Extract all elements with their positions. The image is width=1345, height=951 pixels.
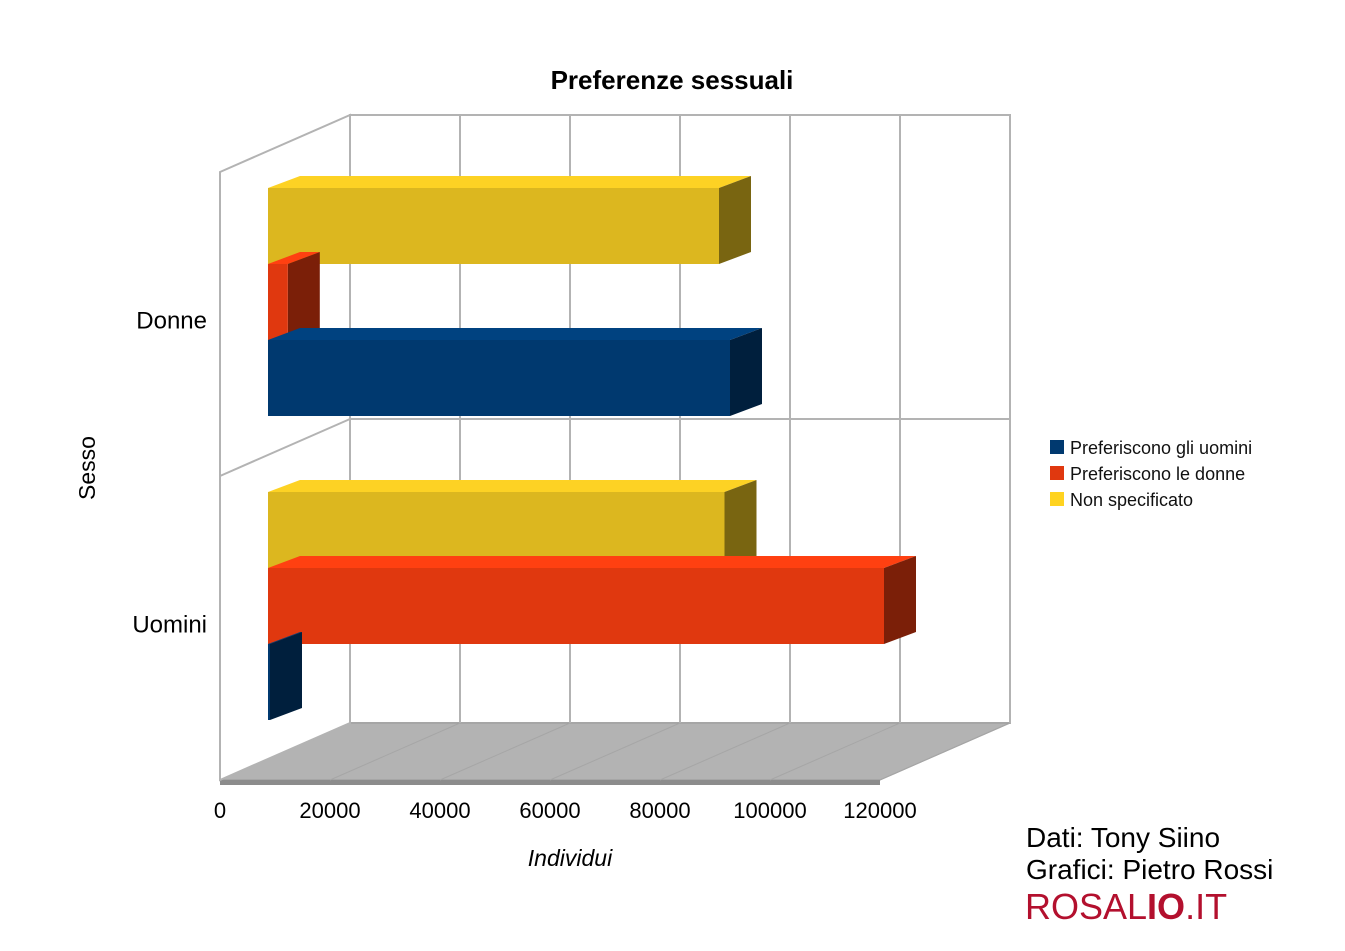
bar-0-1 <box>268 264 288 340</box>
x-axis-title: Individui <box>528 845 613 871</box>
bar-1-2 <box>268 492 725 568</box>
bar-top-1-0 <box>268 632 302 644</box>
floor-gridline <box>329 722 461 781</box>
legend-label: Non specificato <box>1070 490 1193 510</box>
bar-0-2 <box>268 188 719 264</box>
credit-charts-author: Grafici: Pietro Rossi <box>1026 854 1274 885</box>
legend-swatch <box>1050 492 1064 506</box>
floor-gridline <box>879 722 1011 781</box>
bar-top-1-2 <box>268 480 757 492</box>
bar-1-1 <box>268 568 884 644</box>
bar-top-0-1 <box>268 252 320 264</box>
bar-top-0-0 <box>268 328 762 340</box>
floor-edge <box>220 780 880 785</box>
legend-swatch <box>1050 440 1064 454</box>
y-axis-title: Sesso <box>74 436 100 500</box>
bar-0-0 <box>268 340 730 416</box>
x-tick-label: 60000 <box>519 798 580 823</box>
floor-gridline <box>769 722 901 781</box>
bar-end-0-0 <box>730 328 762 416</box>
x-tick-label: 100000 <box>733 798 806 823</box>
chart-title: Preferenze sessuali <box>551 65 794 95</box>
legend: Preferiscono gli uomini Preferiscono le d… <box>1050 438 1252 510</box>
floor-gridline <box>439 722 571 781</box>
x-tick-label: 40000 <box>409 798 470 823</box>
rosalio-logo: ROSALIO.IT <box>1025 886 1227 928</box>
x-tick-label: 120000 <box>843 798 916 823</box>
bar-end-0-2 <box>719 176 751 264</box>
legend-swatch <box>1050 466 1064 480</box>
bar-top-0-2 <box>268 176 751 188</box>
legend-label: Preferiscono gli uomini <box>1070 438 1252 458</box>
bar-1-0 <box>268 644 270 720</box>
logo-text-tail: .IT <box>1185 886 1228 927</box>
category-label-1: Uomini <box>132 612 207 639</box>
bar-end-1-0 <box>270 632 302 720</box>
x-tick-label: 20000 <box>299 798 360 823</box>
bar-top-1-1 <box>268 556 916 568</box>
x-tick-label: 80000 <box>629 798 690 823</box>
category-separator-side <box>219 418 351 477</box>
logo-text-bold: IO <box>1147 886 1186 927</box>
plot-area: Donne Uomini 0 20000 40000 60000 80000 100000 12… <box>132 113 1011 823</box>
floor-gridline <box>659 722 791 781</box>
logo-text-light: ROSAL <box>1025 886 1148 927</box>
legend-label: Preferiscono le donne <box>1070 464 1245 484</box>
bar-end-1-2 <box>724 480 757 568</box>
bar-end-1-1 <box>884 556 916 644</box>
credit-data-source: Dati: Tony Siino <box>1026 822 1221 853</box>
category-label-0: Donne <box>136 308 207 335</box>
bar-end-0-1 <box>287 252 320 340</box>
floor-gridline <box>549 722 681 781</box>
x-tick-label: 0 <box>214 798 226 823</box>
